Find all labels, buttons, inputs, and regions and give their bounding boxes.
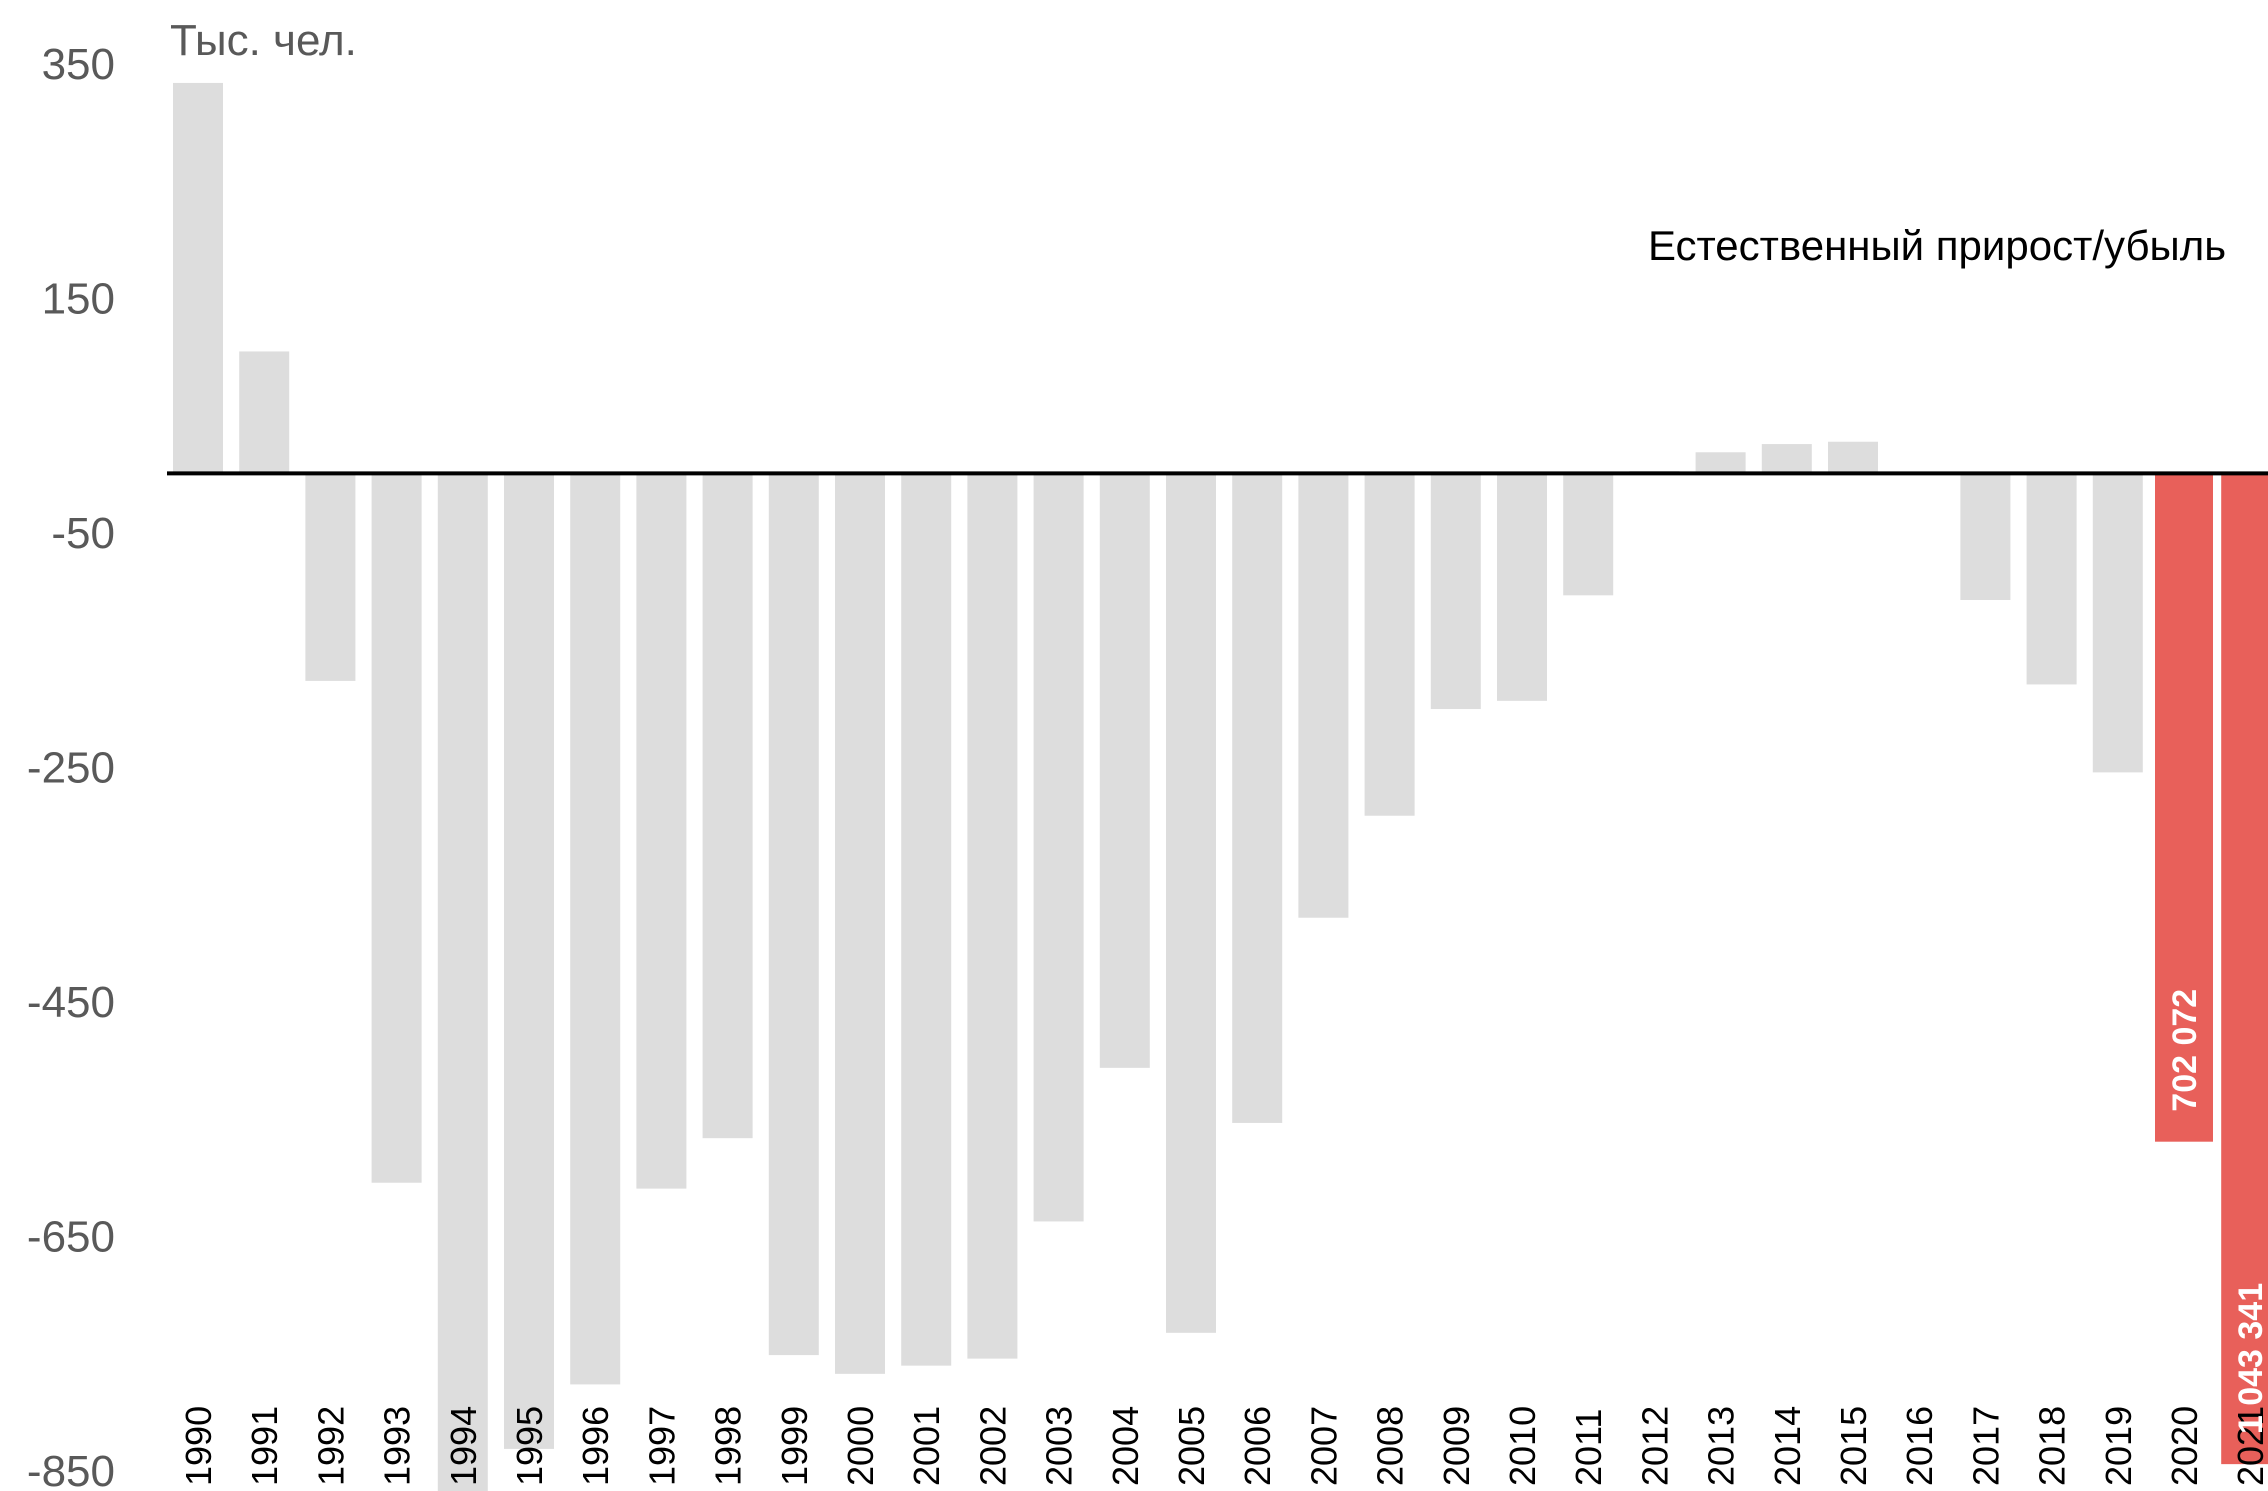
x-tick-label: 2019: [2098, 1406, 2139, 1486]
x-tick-label: 1997: [641, 1406, 682, 1486]
x-tick-label: 1992: [310, 1406, 351, 1486]
x-tick-label: 2014: [1767, 1406, 1808, 1486]
x-tick-label: 1996: [575, 1406, 616, 1486]
bar-2021: [2221, 473, 2268, 1465]
bar-2010: [1497, 473, 1547, 701]
x-tick-label: 1991: [244, 1406, 285, 1486]
x-tick-label: 2020: [2164, 1406, 2205, 1486]
bar-2013: [1695, 452, 1746, 474]
x-tick-label: 2010: [1502, 1406, 1543, 1486]
x-tick-label: 2017: [1965, 1406, 2006, 1486]
x-tick-label: 1990: [178, 1406, 219, 1486]
x-tick-label: 2001: [906, 1406, 947, 1486]
bar-1993: [371, 473, 422, 1183]
bars: [173, 82, 2268, 1491]
bar-1990: [173, 82, 223, 474]
bar-2008: [1364, 473, 1415, 816]
bar-1996: [570, 473, 621, 1385]
bar-2004: [1099, 473, 1150, 1068]
x-tick-label: 2021: [2230, 1406, 2268, 1486]
bar-1999: [768, 473, 819, 1356]
x-tick-label: 2007: [1303, 1406, 1344, 1486]
x-tick-label: 2013: [1701, 1406, 1742, 1486]
y-tick-label: -50: [51, 509, 115, 558]
y-tick-label: -250: [27, 744, 115, 793]
bar-1997: [636, 473, 687, 1189]
y-tick-label: 350: [42, 40, 115, 89]
bar-2001: [901, 473, 952, 1366]
bar-1994: [437, 473, 488, 1491]
bar-2003: [1033, 473, 1084, 1222]
x-axis-ticks: 1990 1991 1992 1993 1994 1995 1996 1997 1998 1999…: [178, 1406, 2268, 1486]
x-tick-label: 2008: [1370, 1406, 1411, 1486]
bar-2020: [2155, 473, 2213, 1142]
bar-2019: [2092, 473, 2143, 773]
x-tick-label: 1998: [708, 1406, 749, 1486]
y-axis-ticks: 350 150 -50 -250 -450 -650 -850: [27, 40, 115, 1491]
x-tick-label: 2016: [1899, 1406, 1940, 1486]
x-tick-label: 2002: [972, 1406, 1013, 1486]
x-tick-label: 1995: [509, 1406, 550, 1486]
x-tick-label: 2015: [1833, 1406, 1874, 1486]
x-tick-label: 1993: [377, 1406, 418, 1486]
unit-label: Тыс. чел.: [170, 16, 357, 65]
bar-2014: [1761, 444, 1812, 474]
x-tick-label: 2005: [1171, 1406, 1212, 1486]
x-tick-label: 2000: [840, 1406, 881, 1486]
data-label-2020: 702 072: [2166, 989, 2204, 1112]
data-labels: 702 072 1 043 341: [2166, 989, 2268, 1434]
bar-2017: [1960, 473, 2011, 601]
bar-2007: [1298, 473, 1349, 918]
y-tick-label: -450: [27, 978, 115, 1027]
bar-2011: [1563, 473, 1614, 596]
x-tick-label: 2003: [1039, 1406, 1080, 1486]
x-tick-label: 2018: [2032, 1406, 2073, 1486]
bar-2006: [1232, 473, 1283, 1123]
x-tick-label: 2011: [1568, 1409, 1609, 1486]
x-tick-label: 1994: [443, 1406, 484, 1486]
bar-2002: [967, 473, 1018, 1359]
bar-1998: [702, 473, 753, 1139]
x-tick-label: 2009: [1436, 1406, 1477, 1486]
bar-2005: [1166, 473, 1216, 1333]
bar-2015: [1828, 441, 1878, 474]
y-tick-label: -650: [27, 1213, 115, 1262]
x-tick-label: 1999: [774, 1406, 815, 1486]
x-tick-label: 2006: [1237, 1406, 1278, 1486]
legend-label: Естественный прирост/убыль: [1648, 222, 2226, 269]
bar-2018: [2026, 473, 2077, 685]
data-label-2021: 1 043 341: [2232, 1283, 2268, 1434]
x-tick-label: 2012: [1634, 1406, 1675, 1486]
bar-1992: [305, 473, 356, 681]
bar-2009: [1430, 473, 1481, 710]
y-tick-label: 150: [42, 275, 115, 324]
y-tick-label: -850: [27, 1447, 115, 1491]
bar-1991: [239, 351, 290, 474]
bar-2000: [835, 473, 885, 1374]
bar-1995: [504, 473, 554, 1449]
x-tick-label: 2004: [1105, 1406, 1146, 1486]
